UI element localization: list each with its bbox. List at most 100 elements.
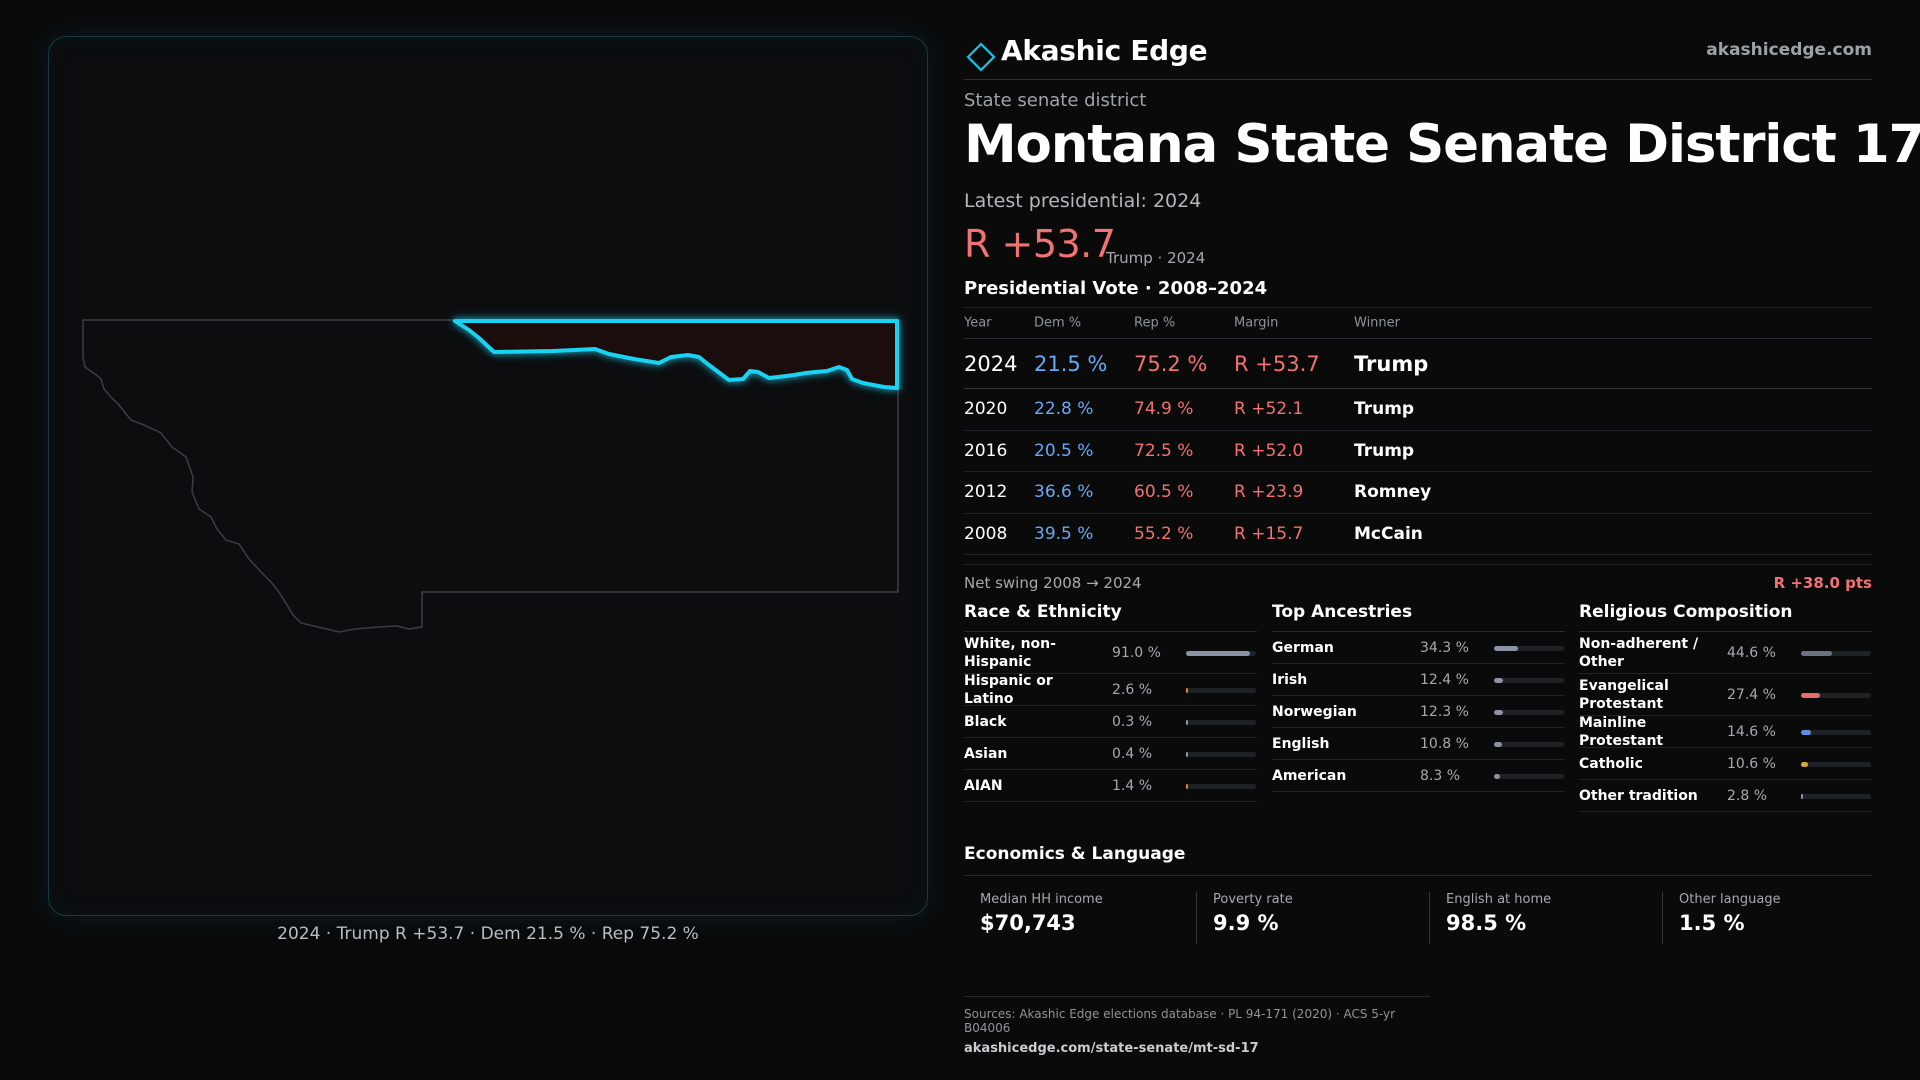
row-rep: 74.9 % xyxy=(1134,399,1194,420)
stat-poverty-rate: Poverty rate 9.9 % xyxy=(1196,892,1396,944)
race-section: Race & Ethnicity White, non-Hispanic 91.… xyxy=(964,602,1257,802)
list-item: Irish 12.4 % xyxy=(1272,664,1565,696)
item-label: AIAN xyxy=(964,777,1003,794)
latest-margin-sub: Trump · 2024 xyxy=(1106,249,1206,267)
list-item: Black 0.3 % xyxy=(964,706,1257,738)
stat-label: English at home xyxy=(1446,892,1552,907)
item-label: Norwegian xyxy=(1272,703,1357,720)
item-bar-fill xyxy=(1801,793,1803,799)
list-item: White, non-Hispanic 91.0 % xyxy=(964,632,1257,674)
list-item: Hispanic or Latino 2.6 % xyxy=(964,672,1257,707)
stat-label: Median HH income xyxy=(980,892,1103,907)
item-bar-fill xyxy=(1801,650,1832,656)
item-value: 2.6 % xyxy=(1112,681,1153,698)
detail-panel: Akashic Edge akashicedge.com State senat… xyxy=(964,0,1920,1080)
brand-url-link[interactable]: akashicedge.com xyxy=(1706,40,1872,60)
item-bar-fill xyxy=(1494,773,1500,779)
row-rep: 60.5 % xyxy=(1134,482,1194,503)
item-bar xyxy=(1494,709,1564,715)
item-label: Irish xyxy=(1272,671,1308,688)
item-label: Evangelical Protestant xyxy=(1579,677,1669,712)
religion-title: Religious Composition xyxy=(1579,602,1872,632)
item-value: 27.4 % xyxy=(1727,686,1776,703)
row-dem: 21.5 % xyxy=(1034,351,1108,376)
item-bar-fill xyxy=(1186,650,1250,656)
map-caption: 2024 · Trump R +53.7 · Dem 21.5 % · Rep … xyxy=(277,924,699,944)
stat-median-income: Median HH income $70,743 xyxy=(964,892,1164,944)
state-outline xyxy=(82,319,899,633)
item-bar xyxy=(1494,645,1564,651)
sources-text: Sources: Akashic Edge elections database… xyxy=(964,1007,1396,1035)
item-bar xyxy=(1801,729,1871,735)
item-bar xyxy=(1494,741,1564,747)
map-panel[interactable] xyxy=(48,36,928,916)
table-row: 2012 36.6 % 60.5 % R +23.9 Romney xyxy=(964,472,1872,514)
row-year: 2012 xyxy=(964,482,1008,503)
row-winner: Trump xyxy=(1354,440,1415,461)
item-bar-fill xyxy=(1801,761,1808,767)
religion-section: Religious Composition Non-adherent / Oth… xyxy=(1579,602,1872,812)
item-label: Black xyxy=(964,713,1007,730)
row-dem: 39.5 % xyxy=(1034,523,1094,544)
table-header: Year Dem % Rep % Margin Winner xyxy=(964,308,1872,339)
col-margin: Margin xyxy=(1234,315,1279,331)
list-item: Non-adherent / Other 44.6 % xyxy=(1579,632,1872,674)
table-row: 2016 20.5 % 72.5 % R +52.0 Trump xyxy=(964,431,1872,472)
net-swing-value: R +38.0 pts xyxy=(1773,574,1872,592)
page-url-link[interactable]: akashicedge.com/state-senate/mt-sd-17 xyxy=(964,1041,1259,1056)
item-bar xyxy=(1494,773,1564,779)
item-bar-fill xyxy=(1494,741,1502,747)
stat-english-at-home: English at home 98.5 % xyxy=(1429,892,1629,944)
row-year: 2008 xyxy=(964,523,1008,544)
item-value: 0.4 % xyxy=(1112,745,1153,762)
item-bar xyxy=(1494,677,1564,683)
stat-label: Poverty rate xyxy=(1213,892,1293,907)
item-value: 10.6 % xyxy=(1727,755,1776,772)
stat-value: $70,743 xyxy=(980,911,1076,935)
table-row: 2020 22.8 % 74.9 % R +52.1 Trump xyxy=(964,389,1872,431)
item-label: Other tradition xyxy=(1579,787,1698,804)
list-item: American 8.3 % xyxy=(1272,760,1565,792)
item-value: 2.8 % xyxy=(1727,787,1768,804)
presidential-vote-title: Presidential Vote · 2008–2024 xyxy=(964,278,1268,299)
list-item: English 10.8 % xyxy=(1272,728,1565,760)
list-item: Evangelical Protestant 27.4 % xyxy=(1579,674,1872,716)
item-value: 8.3 % xyxy=(1420,767,1461,784)
item-value: 10.8 % xyxy=(1420,735,1469,752)
footer: Sources: Akashic Edge elections database… xyxy=(964,996,1430,1056)
item-bar-fill xyxy=(1494,645,1518,651)
item-bar-fill xyxy=(1186,783,1188,789)
row-winner: Trump xyxy=(1354,351,1429,376)
item-bar xyxy=(1801,761,1871,767)
item-value: 14.6 % xyxy=(1727,723,1776,740)
item-value: 34.3 % xyxy=(1420,639,1469,656)
item-label: Non-adherent / Other xyxy=(1579,635,1699,670)
district-map[interactable] xyxy=(49,37,929,917)
item-bar-fill xyxy=(1494,677,1503,683)
item-value: 0.3 % xyxy=(1112,713,1153,730)
item-label: Mainline Protestant xyxy=(1579,714,1664,749)
row-dem: 20.5 % xyxy=(1034,440,1094,461)
brand-header: Akashic Edge akashicedge.com xyxy=(964,34,1872,80)
list-item: Catholic 10.6 % xyxy=(1579,748,1872,780)
item-bar xyxy=(1186,650,1256,656)
district-shape[interactable] xyxy=(453,319,899,390)
col-dem: Dem % xyxy=(1034,315,1082,331)
item-bar-fill xyxy=(1186,719,1188,725)
brand-name[interactable]: Akashic Edge xyxy=(1001,34,1208,67)
stat-value: 1.5 % xyxy=(1679,911,1745,935)
table-row: 2024 21.5 % 75.2 % R +53.7 Trump xyxy=(964,339,1872,389)
item-bar xyxy=(1801,692,1871,698)
net-swing: Net swing 2008 → 2024 R +38.0 pts xyxy=(964,564,1872,598)
item-label: Asian xyxy=(964,745,1008,762)
list-item: Other tradition 2.8 % xyxy=(1579,780,1872,812)
row-winner: Romney xyxy=(1354,482,1432,503)
item-label: Hispanic or Latino xyxy=(964,672,1053,707)
row-margin: R +52.0 xyxy=(1234,440,1304,461)
row-dem: 36.6 % xyxy=(1034,482,1094,503)
net-swing-label: Net swing 2008 → 2024 xyxy=(964,574,1142,592)
list-item: Mainline Protestant 14.6 % xyxy=(1579,714,1872,749)
item-label: White, non-Hispanic xyxy=(964,635,1056,670)
item-label: German xyxy=(1272,639,1334,656)
row-winner: McCain xyxy=(1354,523,1423,544)
